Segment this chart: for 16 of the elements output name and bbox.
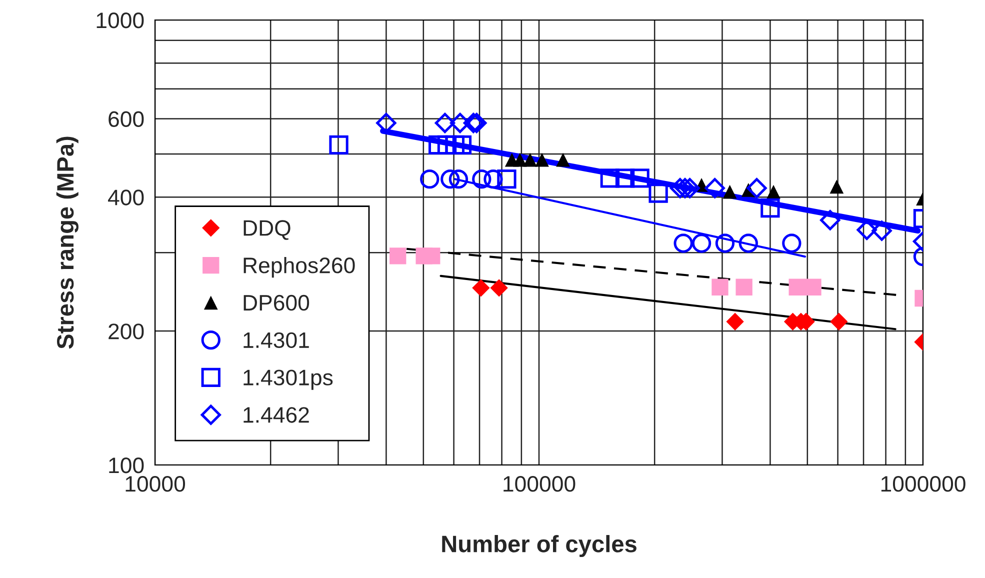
legend-label: 1.4301 — [244, 332, 309, 348]
x-tick-label: 10000 — [126, 476, 186, 492]
legend-label: 1.4462 — [244, 407, 309, 423]
legend-label: Rephos260 — [244, 256, 355, 278]
legend-label: 1.4301ps — [244, 370, 333, 390]
x-tick-label: 1000000 — [881, 476, 966, 492]
y-tick-label: 100 — [109, 458, 144, 474]
legend-label: DDQ — [244, 220, 290, 240]
x-tick-label: 100000 — [504, 476, 576, 492]
legend-label: DP600 — [244, 294, 310, 311]
y-axis-title: Stress range (MPa) — [56, 136, 78, 349]
x-axis-title: Number of cycles — [442, 535, 636, 558]
y-tick-label: 600 — [108, 111, 144, 127]
y-tick-label: 400 — [108, 190, 144, 206]
y-tick-label: 1000 — [96, 12, 144, 28]
y-tick-label: 200 — [108, 324, 144, 340]
